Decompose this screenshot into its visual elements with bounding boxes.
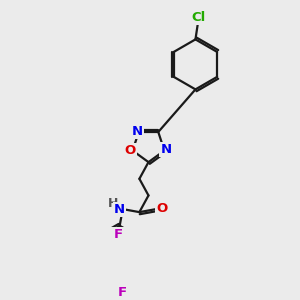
Text: F: F — [114, 228, 123, 242]
Text: F: F — [117, 286, 127, 299]
Text: N: N — [132, 125, 143, 138]
Text: O: O — [125, 144, 136, 157]
Text: Cl: Cl — [191, 11, 206, 24]
Text: N: N — [114, 202, 125, 216]
Text: H: H — [108, 196, 118, 209]
Text: O: O — [157, 202, 168, 215]
Text: N: N — [160, 143, 171, 156]
